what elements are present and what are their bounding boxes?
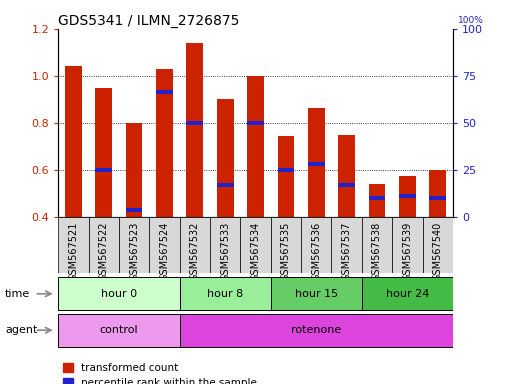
Text: agent: agent <box>5 325 37 335</box>
Bar <box>337 135 355 217</box>
Text: GSM567535: GSM567535 <box>280 222 290 281</box>
Bar <box>247 121 264 125</box>
Text: hour 0: hour 0 <box>100 289 137 299</box>
Bar <box>186 43 203 217</box>
Text: GSM567522: GSM567522 <box>98 222 109 281</box>
FancyBboxPatch shape <box>149 217 179 273</box>
Bar <box>398 194 415 198</box>
Bar <box>217 99 233 217</box>
Bar <box>277 136 294 217</box>
Bar <box>247 76 264 217</box>
Legend: transformed count, percentile rank within the sample: transformed count, percentile rank withi… <box>63 363 257 384</box>
Bar <box>217 183 233 187</box>
Text: 100%: 100% <box>457 16 483 25</box>
FancyBboxPatch shape <box>270 217 300 273</box>
Bar <box>368 196 385 200</box>
Text: GSM567534: GSM567534 <box>250 222 260 281</box>
FancyBboxPatch shape <box>422 217 452 273</box>
Text: GSM567539: GSM567539 <box>401 222 412 281</box>
FancyBboxPatch shape <box>119 217 149 273</box>
Bar <box>307 162 324 166</box>
Bar <box>398 176 415 217</box>
Bar <box>65 66 82 217</box>
FancyBboxPatch shape <box>179 217 210 273</box>
Text: hour 15: hour 15 <box>294 289 337 299</box>
Bar <box>277 168 294 172</box>
Text: GSM567540: GSM567540 <box>432 222 442 281</box>
FancyBboxPatch shape <box>58 277 179 310</box>
FancyBboxPatch shape <box>179 314 452 347</box>
FancyBboxPatch shape <box>361 277 452 310</box>
FancyBboxPatch shape <box>391 217 422 273</box>
FancyBboxPatch shape <box>58 314 179 347</box>
Text: GSM567532: GSM567532 <box>189 222 199 281</box>
FancyBboxPatch shape <box>300 217 331 273</box>
Text: hour 24: hour 24 <box>385 289 428 299</box>
Text: GDS5341 / ILMN_2726875: GDS5341 / ILMN_2726875 <box>58 14 239 28</box>
Bar <box>95 168 112 172</box>
FancyBboxPatch shape <box>58 217 88 273</box>
FancyBboxPatch shape <box>270 277 361 310</box>
Bar <box>337 183 355 187</box>
Text: GSM567524: GSM567524 <box>159 222 169 281</box>
Bar <box>186 121 203 125</box>
FancyBboxPatch shape <box>361 217 391 273</box>
FancyBboxPatch shape <box>210 217 240 273</box>
Bar <box>156 90 173 94</box>
Text: GSM567538: GSM567538 <box>371 222 381 281</box>
FancyBboxPatch shape <box>240 217 270 273</box>
Text: time: time <box>5 289 30 299</box>
Bar <box>126 208 142 212</box>
Bar <box>429 170 445 217</box>
FancyBboxPatch shape <box>88 217 119 273</box>
Text: GSM567533: GSM567533 <box>220 222 230 281</box>
Text: GSM567523: GSM567523 <box>129 222 139 281</box>
Bar <box>429 196 445 200</box>
Text: GSM567536: GSM567536 <box>311 222 321 281</box>
Bar <box>95 88 112 217</box>
FancyBboxPatch shape <box>179 277 270 310</box>
FancyBboxPatch shape <box>331 217 361 273</box>
Bar <box>368 184 385 217</box>
Text: rotenone: rotenone <box>290 325 341 335</box>
Bar <box>156 69 173 217</box>
Text: hour 8: hour 8 <box>207 289 243 299</box>
Text: GSM567521: GSM567521 <box>68 222 78 281</box>
Bar <box>126 123 142 217</box>
Text: GSM567537: GSM567537 <box>341 222 351 281</box>
Text: control: control <box>99 325 138 335</box>
Bar <box>307 108 324 217</box>
